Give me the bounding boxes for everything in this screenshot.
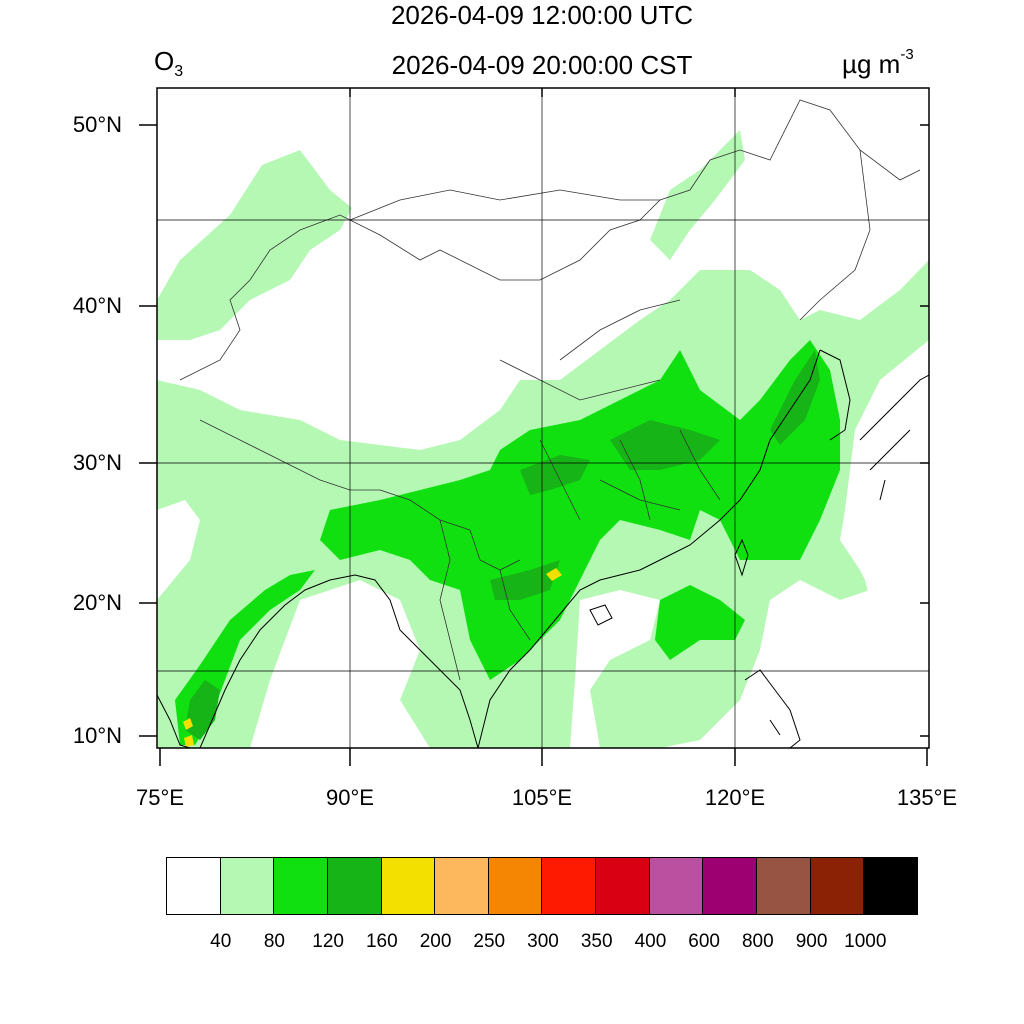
border-mongolia	[349, 189, 660, 221]
colorbar-tick-label: 40	[210, 931, 232, 952]
lon-label-75e: 75°E	[136, 785, 184, 810]
map-frame	[156, 87, 930, 749]
colorbar-tick-label: 1000	[844, 931, 887, 952]
gap-pacific	[860, 400, 929, 748]
colorbar-tick-label: 120	[312, 931, 344, 952]
coast-taiwan	[734, 538, 749, 577]
colorbar-box-8	[596, 858, 650, 914]
border-southeast-asia	[439, 519, 531, 681]
colorbar-box-7	[542, 858, 597, 914]
colorbar-tick-label: 160	[365, 931, 398, 952]
coast-korea	[819, 349, 851, 441]
colorbar-tick-label: 900	[795, 931, 828, 952]
title-local-time: 2026-04-09 20:00:00 CST	[391, 50, 693, 80]
lon-label-90e: 90°E	[326, 785, 374, 810]
variable-label: O3	[154, 46, 183, 81]
contour-central-china	[320, 340, 840, 680]
colorbar-box-1	[220, 858, 275, 914]
colorbar-box-9	[649, 858, 704, 914]
colorbar-box-2	[274, 858, 328, 914]
lat-ticks	[139, 124, 929, 737]
hotspot-guangdong	[546, 568, 562, 581]
ozone-below-40-areas	[157, 150, 929, 748]
contour-india-south	[185, 680, 220, 740]
hotspot-india-tip-2	[184, 735, 194, 747]
coast-hainan	[589, 604, 613, 626]
colorbar-tick-label: 80	[263, 931, 285, 952]
colorbar-box-5	[435, 858, 489, 914]
colorbar-box-3	[327, 858, 382, 914]
contour-sichuan	[520, 455, 590, 495]
units-label: µg m-3	[842, 46, 914, 80]
variable-subscript: 3	[174, 63, 184, 80]
colorbar-tick-label: 600	[688, 931, 720, 952]
title-utc: 2026-04-09 12:00:00 UTC	[390, 0, 694, 30]
colorbar-box-0	[167, 858, 221, 914]
country-borders	[179, 99, 921, 681]
gap-mongolia	[420, 150, 640, 350]
colorbar-tick-label: 800	[741, 931, 774, 952]
colorbar-box-13	[864, 858, 917, 914]
gap-bay-of-bengal	[250, 580, 430, 748]
graticule	[157, 88, 929, 748]
lat-label-10n: 10°N	[72, 723, 122, 748]
hotspot-india-tip-1	[183, 718, 193, 730]
coast-indochina	[477, 349, 821, 748]
colorbar	[166, 857, 918, 915]
lat-label-30n: 30°N	[72, 450, 122, 475]
colorbar-box-10	[703, 858, 758, 914]
colorbar-box-6	[488, 858, 543, 914]
lat-label-40n: 40°N	[72, 293, 122, 318]
colorbar-tick-label: 350	[580, 931, 613, 952]
colorbar-tick-label: 250	[473, 931, 506, 952]
units-exponent: -3	[900, 46, 914, 63]
gap-south-china-sea	[570, 590, 660, 748]
contour-guangxi	[490, 560, 560, 600]
gap-tibet	[320, 220, 500, 420]
colorbar-box-4	[381, 858, 436, 914]
colorbar-tick-label: 400	[634, 931, 667, 952]
units-text: µg m	[842, 49, 901, 79]
coast-india	[157, 574, 479, 748]
border-provinces	[499, 299, 721, 521]
gap-india-west	[157, 500, 200, 600]
coast-philippines	[744, 669, 801, 748]
contour-yangtze	[610, 420, 720, 470]
contour-philippine-sea	[655, 585, 745, 660]
colorbar-box-12	[810, 858, 865, 914]
contour-west-china	[157, 150, 352, 340]
coastlines	[157, 349, 929, 748]
contour-northeast	[650, 130, 745, 260]
lon-ticks	[159, 88, 928, 766]
lon-label-105e: 105°E	[511, 785, 573, 810]
lat-label-20n: 20°N	[72, 590, 122, 615]
lat-label-50n: 50°N	[72, 112, 122, 137]
ozone-160-200-contours	[183, 568, 562, 747]
colorbar-tick-label: 200	[419, 931, 452, 952]
colorbar-tick-label: 300	[527, 931, 559, 952]
lon-label-120e: 120°E	[704, 785, 766, 810]
ozone-120-160-contours	[185, 350, 820, 740]
variable-name: O	[154, 46, 175, 76]
border-china-outline	[179, 99, 921, 381]
colorbar-box-11	[757, 858, 811, 914]
lon-label-135e: 135°E	[896, 785, 958, 810]
